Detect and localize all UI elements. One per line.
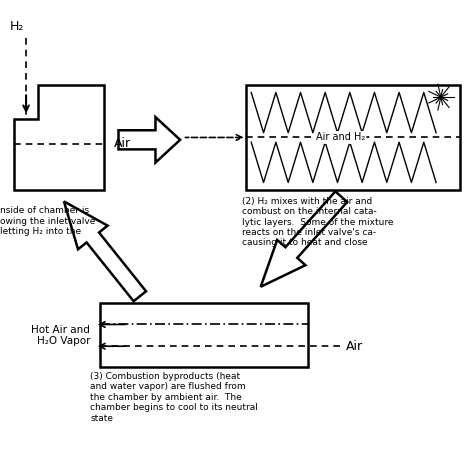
Text: Air: Air [114,137,131,150]
Text: Air and H₂: Air and H₂ [316,132,365,143]
Bar [100,303,308,367]
Text: (2) H₂ mixes with the air and
combust on the internal cata-
lytic layers.  Some : (2) H₂ mixes with the air and combust on… [242,197,393,247]
Text: H₂: H₂ [9,20,24,33]
Polygon shape [64,201,146,301]
Text: Hot Air and
H₂O Vapor: Hot Air and H₂O Vapor [31,325,90,346]
Text: Air: Air [346,340,363,353]
Polygon shape [118,117,180,163]
Text: nside of chamber is
owing the inlet valve
letting H₂ into the: nside of chamber is owing the inlet valv… [0,206,95,236]
Text: (3) Combustion byproducts (heat
and water vapor) are flushed from
the chamber by: (3) Combustion byproducts (heat and wate… [90,372,258,423]
Bar [246,85,460,190]
Polygon shape [261,191,347,287]
